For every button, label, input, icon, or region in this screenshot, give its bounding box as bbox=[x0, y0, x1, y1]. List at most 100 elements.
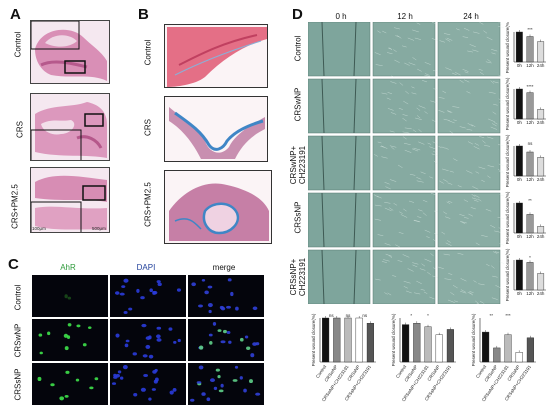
cell-nucleus bbox=[234, 365, 239, 369]
significance-label: * bbox=[427, 313, 429, 318]
cell-streak bbox=[381, 92, 388, 95]
cell-streak bbox=[499, 243, 504, 246]
wound-image bbox=[437, 192, 501, 248]
panel-a-scale-small: 100μm bbox=[32, 226, 46, 231]
cell-nucleus bbox=[173, 340, 177, 344]
cell-streak bbox=[424, 62, 431, 65]
wound-edge bbox=[353, 192, 357, 248]
cell-nucleus bbox=[198, 345, 204, 350]
he-tissue-graphic bbox=[31, 168, 109, 232]
cell-streak bbox=[418, 105, 426, 109]
cell-streak bbox=[409, 173, 416, 176]
bar bbox=[413, 323, 421, 363]
cell-streak bbox=[424, 258, 432, 263]
y-axis-label: Present wound closure(%) bbox=[505, 248, 510, 301]
cell-nucleus bbox=[156, 338, 162, 342]
cell-nucleus bbox=[156, 280, 161, 284]
cell-streak bbox=[402, 45, 407, 48]
cell-streak bbox=[415, 117, 422, 120]
cell-streak bbox=[405, 290, 412, 294]
cell-nucleus bbox=[235, 306, 239, 311]
cell-streak bbox=[429, 296, 435, 300]
cell-streak bbox=[424, 73, 430, 76]
cell-streak bbox=[385, 253, 392, 257]
cell-streak bbox=[416, 22, 421, 25]
cell-streak bbox=[463, 27, 470, 31]
cell-streak bbox=[408, 62, 416, 66]
tick-label: 24h bbox=[537, 63, 545, 68]
wound-edge bbox=[321, 249, 325, 304]
cell-streak bbox=[430, 100, 437, 103]
panel-c-row-crssnp-label: CRSsNP bbox=[13, 368, 23, 401]
cell-streak bbox=[452, 284, 458, 289]
wound-edge bbox=[321, 192, 325, 248]
cell-streak bbox=[447, 111, 452, 113]
cell-streak bbox=[375, 278, 381, 281]
cell-nucleus bbox=[145, 344, 151, 349]
cell-streak bbox=[445, 147, 449, 150]
cell-nucleus bbox=[148, 397, 152, 401]
bar bbox=[526, 262, 534, 291]
cell-streak bbox=[479, 71, 484, 75]
cell-streak bbox=[481, 234, 488, 238]
panel-c-fluorescence-grid bbox=[32, 275, 264, 405]
panel-d-row-control-label: Control bbox=[293, 35, 303, 62]
tick-label: 0h bbox=[517, 291, 523, 296]
cell-streak bbox=[486, 263, 490, 267]
cell-streak bbox=[457, 252, 464, 255]
cell-streak bbox=[461, 221, 467, 224]
cell-nucleus bbox=[230, 291, 234, 297]
tick-label: 24h bbox=[537, 177, 545, 182]
cell-streak bbox=[498, 98, 504, 102]
cell-streak bbox=[404, 62, 410, 66]
y-axis-label: Present wound closure(%) bbox=[391, 313, 396, 366]
cell-nucleus bbox=[196, 381, 202, 384]
cell-streak bbox=[439, 180, 444, 184]
cell-streak bbox=[431, 38, 439, 41]
cell-streak bbox=[398, 108, 403, 110]
cell-streak bbox=[490, 265, 495, 269]
panel-c-col-dapi: DAPI bbox=[136, 263, 156, 272]
cell-nucleus bbox=[59, 396, 65, 401]
significance-label: **** bbox=[526, 84, 533, 89]
tick-label: 12h bbox=[526, 177, 534, 182]
cell-streak bbox=[422, 80, 428, 83]
tick-label: 0h bbox=[517, 120, 523, 125]
cell-nucleus bbox=[141, 323, 147, 328]
cell-streak bbox=[386, 97, 391, 100]
cell-streak bbox=[420, 171, 426, 175]
bar bbox=[537, 226, 545, 234]
tick-label: 12h bbox=[526, 63, 534, 68]
cell-streak bbox=[432, 275, 439, 278]
cell-nucleus bbox=[204, 290, 209, 295]
bar bbox=[537, 109, 545, 120]
cell-streak bbox=[427, 142, 432, 145]
cell-nucleus bbox=[156, 334, 161, 339]
pas-tissue-graphic bbox=[165, 97, 267, 161]
cell-streak bbox=[472, 49, 479, 52]
cell-streak bbox=[416, 115, 421, 119]
cell-streak bbox=[473, 199, 479, 202]
panel-b-crspm-image bbox=[164, 170, 272, 244]
cell-nucleus bbox=[50, 383, 55, 387]
cell-streak bbox=[374, 154, 378, 157]
cell-streak bbox=[478, 283, 485, 286]
cell-nucleus bbox=[226, 305, 231, 309]
panel-b-control-image bbox=[164, 24, 268, 88]
cell-nucleus bbox=[128, 307, 133, 311]
bar bbox=[493, 347, 501, 363]
cell-streak bbox=[499, 194, 504, 197]
cell-streak bbox=[424, 229, 431, 233]
cell-streak bbox=[449, 170, 454, 173]
cell-nucleus bbox=[76, 324, 81, 328]
cell-streak bbox=[431, 22, 437, 24]
y-axis-label: Present wound closure(%) bbox=[505, 134, 510, 187]
cell-nucleus bbox=[255, 392, 261, 396]
cell-nucleus bbox=[220, 383, 224, 388]
cell-streak bbox=[475, 300, 479, 304]
cell-streak bbox=[486, 36, 493, 41]
bar bbox=[526, 214, 534, 234]
fluorescence-panel bbox=[32, 363, 108, 405]
panel-a-scale-large: 500μm bbox=[92, 226, 106, 231]
cell-streak bbox=[389, 130, 395, 133]
